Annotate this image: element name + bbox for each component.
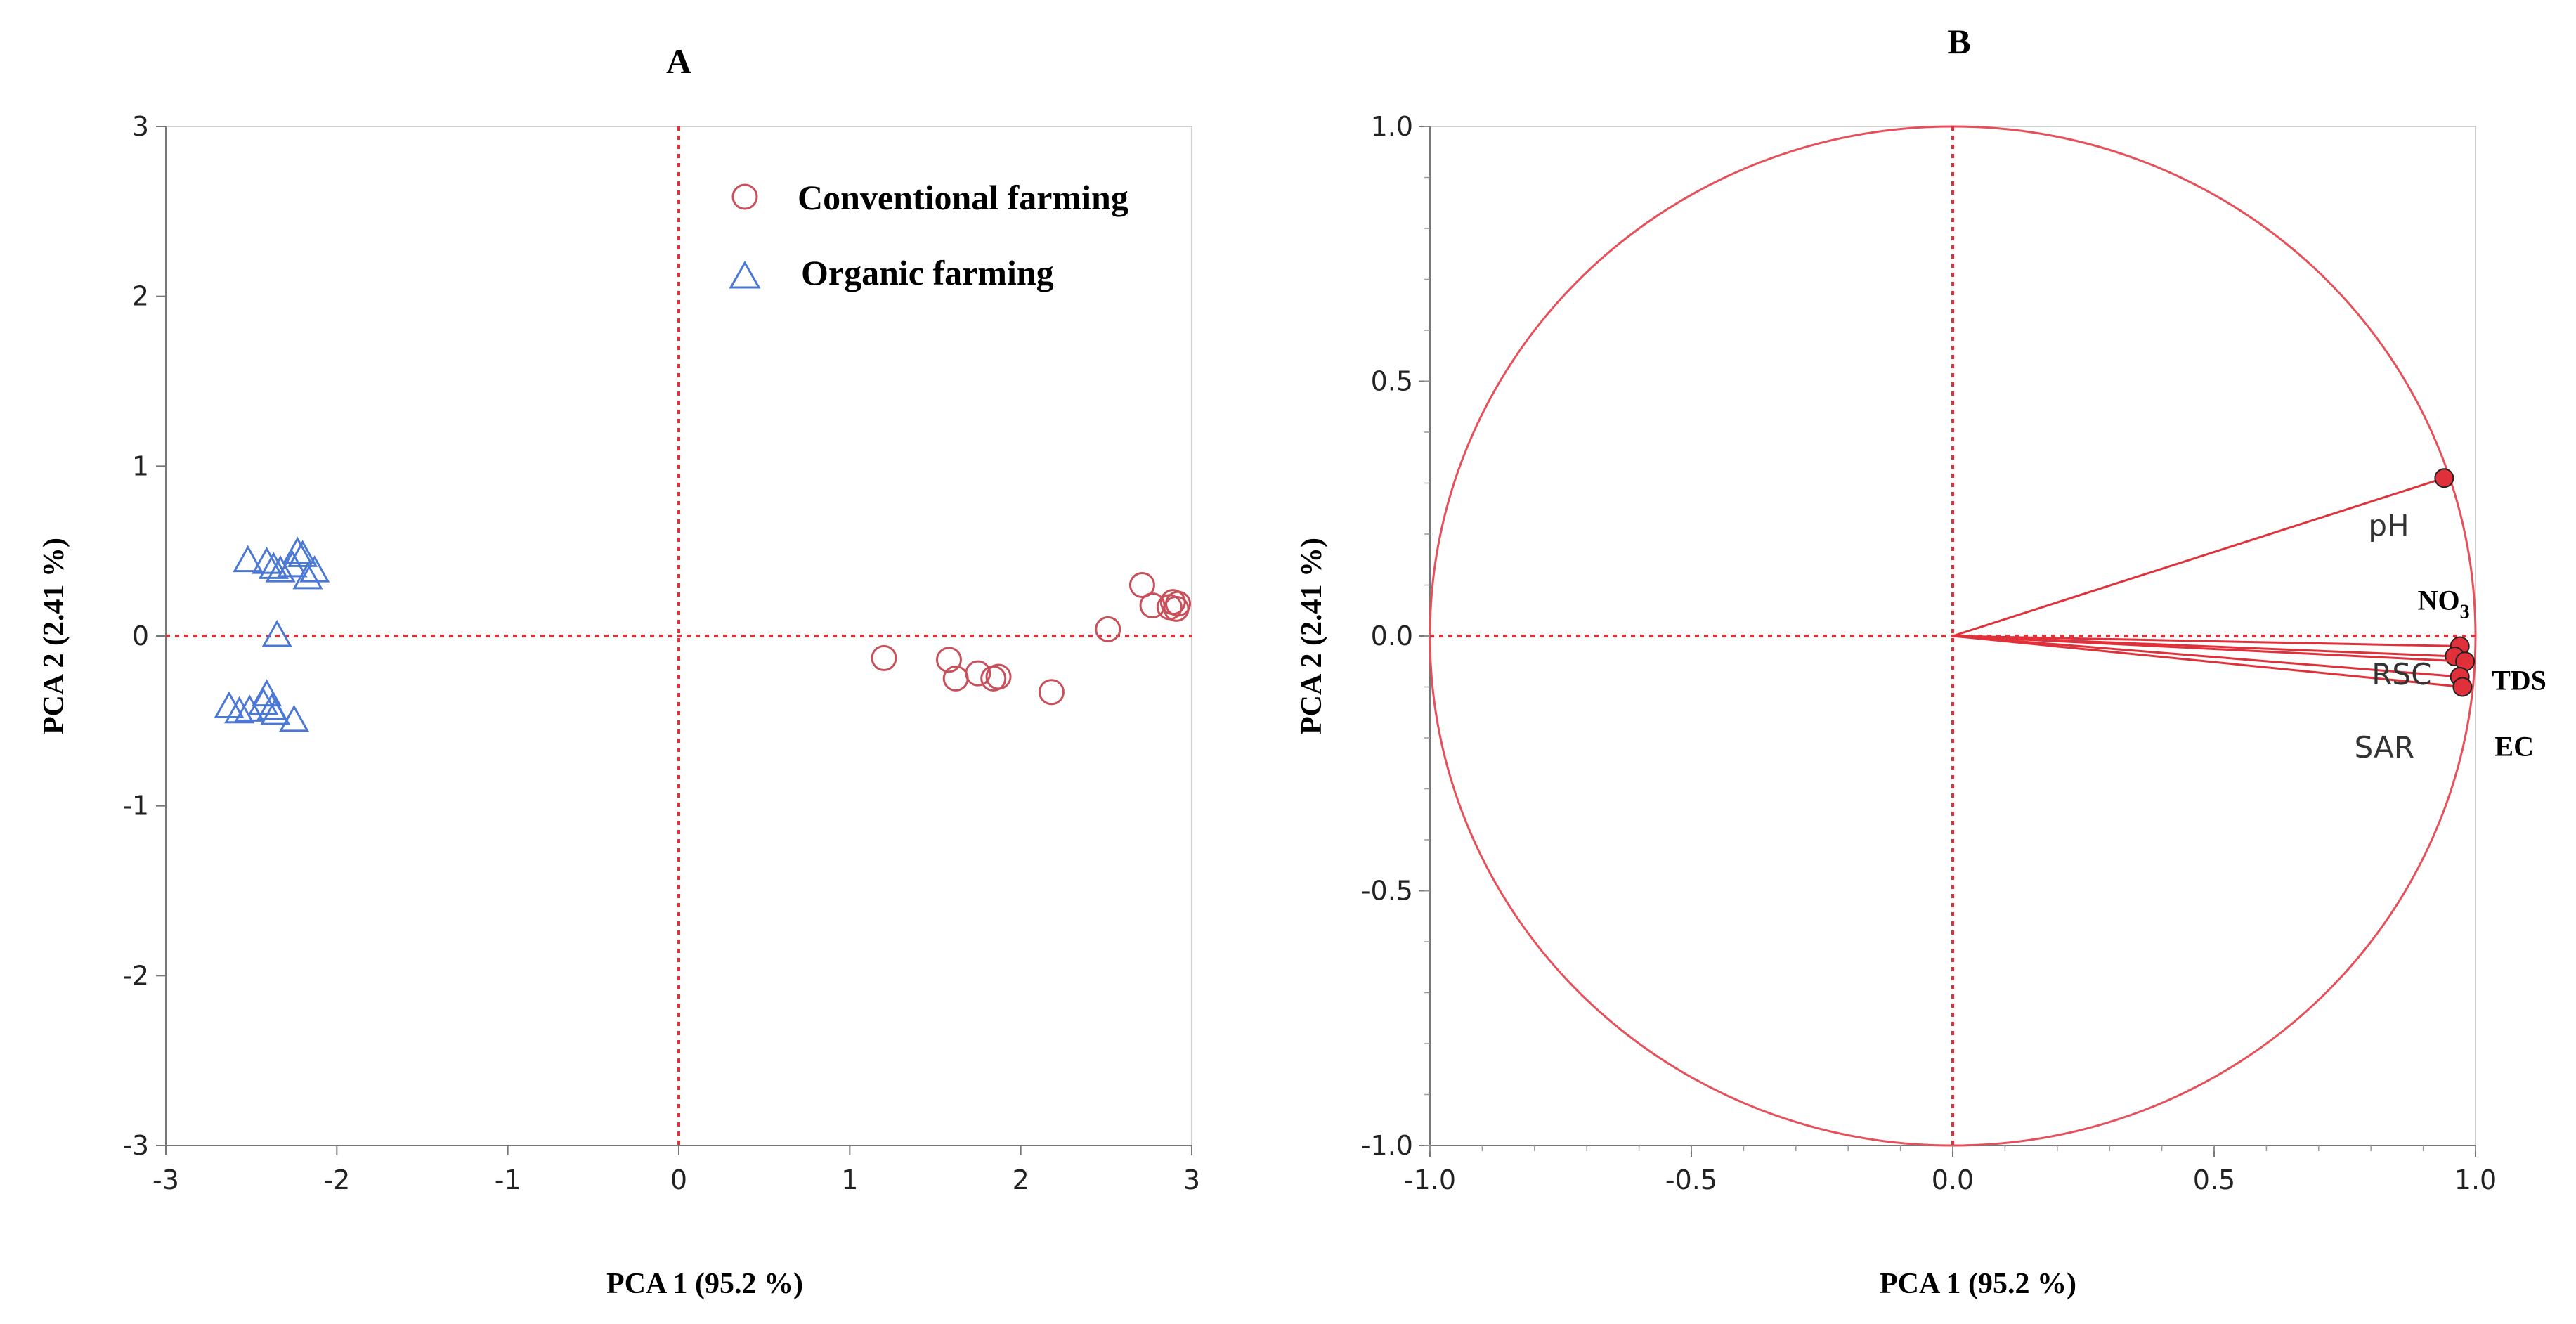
legend-organic-marker [729, 260, 761, 289]
panel-b-x-ticks: -1.0 -0.5 0.0 0.5 1.0 [1404, 1145, 2497, 1195]
loading-vector-ec [1952, 635, 2463, 688]
panel-b-loading-vectors [1952, 468, 2476, 697]
point-organic-farming [278, 704, 310, 732]
panel-b-x-tick-label: -0.5 [1665, 1164, 1717, 1195]
loading-point-ph [2434, 468, 2454, 488]
point-organic-farming [252, 547, 282, 574]
panel-b-y-ticks: 1.0 0.5 0.0 -0.5 -1.0 [1361, 111, 1430, 1161]
point-organic-farming [265, 555, 296, 583]
panel-a-y-axis-title: PCA 2 (2.41 %) [38, 538, 70, 734]
panel-a-x-tick-label: -3 [152, 1164, 179, 1195]
point-conventional-farming [1128, 572, 1155, 598]
panel-a-y-tick-label: -1 [122, 791, 149, 822]
panel-b-y-tick-label: -1.0 [1361, 1130, 1413, 1161]
panel-a-y-tick-label: 3 [132, 111, 149, 142]
legend-organic-label: Organic farming [801, 253, 1054, 292]
legend-conventional-marker [731, 183, 758, 210]
variable-label-ec: EC [2494, 731, 2534, 762]
panel-b-y-tick-label: 1.0 [1371, 111, 1413, 142]
panel-b-x-tick-label: -1.0 [1404, 1164, 1456, 1195]
panel-a-y-ticks: 3 2 1 0 -1 -2 -3 [122, 111, 166, 1161]
panel-a-x-ticks: -3 -2 -1 0 1 2 3 [152, 1145, 1200, 1195]
panel-a-x-tick-label: 2 [1013, 1164, 1029, 1195]
panel-a-y-tick-label: 2 [132, 281, 149, 312]
point-conventional-farming [1038, 679, 1065, 706]
point-organic-farming [234, 694, 265, 722]
point-conventional-farming [985, 663, 1012, 690]
panel-b-x-tick-label: 0.0 [1932, 1164, 1974, 1195]
panel-b: B -1.0 -0.5 0.0 0.5 1.0 1.0 0.5 0.0 -0.5 -1.0 pH… [1296, 22, 2546, 1300]
panel-a-x-tick-label: 1 [841, 1164, 858, 1195]
point-organic-farming [248, 687, 279, 715]
panel-a-y-tick-label: 1 [132, 450, 149, 481]
panel-a-x-tick-label: -2 [323, 1164, 350, 1195]
panel-b-x-tick-label: 0.5 [2193, 1164, 2235, 1195]
panel-a-label: A [666, 41, 691, 81]
panel-b-y-tick-label: -0.5 [1361, 876, 1413, 907]
variable-label-rsc: RSC [2372, 657, 2431, 692]
point-organic-farming [282, 536, 313, 564]
point-organic-farming [292, 562, 323, 590]
loading-point-ec [2452, 677, 2473, 697]
variable-label-ph: pH [2368, 508, 2409, 543]
panel-b-y-tick-label: 0.0 [1371, 621, 1413, 651]
panel-a-x-tick-label: -1 [495, 1164, 521, 1195]
panel-b-y-axis-title: PCA 2 (2.41 %) [1296, 538, 1328, 734]
panel-a-legend: Conventional farming Organic farming [729, 178, 1128, 292]
point-organic-farming [224, 696, 255, 724]
point-organic-farming [260, 698, 291, 725]
point-organic-farming [277, 550, 308, 578]
point-organic-farming [258, 552, 289, 579]
loading-vector-tds [1952, 635, 2466, 663]
loading-vector-ph [1952, 476, 2445, 637]
loading-vector-no [1952, 635, 2460, 647]
panel-b-x-axis-title: PCA 1 (95.2 %) [1880, 1268, 2076, 1300]
panel-a-points [214, 536, 1192, 732]
panel-b-x-tick-label: 1.0 [2454, 1164, 2497, 1195]
point-conventional-farming [935, 647, 962, 673]
panel-a: A -3 -2 -1 0 1 2 3 3 2 1 0 -1 -2 -3 PCA 1 (95.2 %) P… [38, 41, 1200, 1300]
panel-a-x-tick-label: 3 [1183, 1164, 1200, 1195]
panel-b-y-tick-label: 0.5 [1371, 366, 1413, 397]
panel-a-x-axis-title: PCA 1 (95.2 %) [606, 1268, 803, 1300]
panel-a-y-tick-label: 0 [132, 621, 149, 651]
point-organic-farming [214, 691, 245, 718]
panel-a-y-tick-label: -3 [122, 1130, 149, 1161]
loading-vector-sar [1952, 635, 2460, 678]
variable-label-tds: TDS [2492, 664, 2546, 696]
point-conventional-farming [871, 644, 897, 671]
point-organic-farming [261, 619, 292, 647]
panel-a-y-tick-label: -2 [122, 960, 149, 991]
point-organic-farming [233, 545, 264, 573]
legend-conventional-label: Conventional farming [798, 178, 1128, 217]
panel-b-label: B [1947, 22, 1970, 61]
point-conventional-farming [1165, 590, 1192, 617]
panel-a-x-tick-label: 0 [670, 1164, 687, 1195]
variable-label-no: NO3 [2418, 585, 2470, 623]
point-conventional-farming [965, 660, 991, 687]
point-organic-farming [287, 540, 318, 567]
point-conventional-farming [1095, 616, 1121, 642]
point-organic-farming [299, 555, 330, 583]
variable-label-sar: SAR [2355, 730, 2414, 765]
